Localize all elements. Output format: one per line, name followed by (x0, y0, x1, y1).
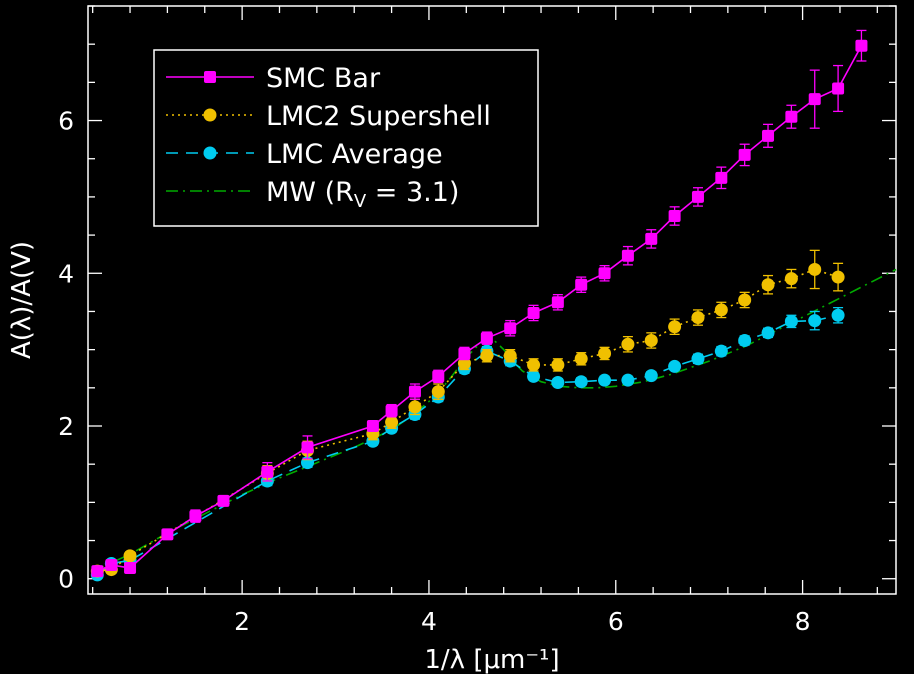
data-point (385, 415, 399, 429)
data-point (621, 337, 635, 351)
data-point (668, 320, 682, 334)
data-point (761, 326, 775, 340)
series-line-mw-r (92, 268, 897, 572)
series-mw-r (92, 268, 897, 572)
data-point (408, 385, 421, 398)
data-point (644, 369, 658, 383)
data-point (598, 346, 612, 360)
data-point (217, 494, 230, 507)
data-point (831, 308, 845, 322)
data-point (189, 510, 202, 523)
data-point (715, 171, 728, 184)
data-point (161, 528, 174, 541)
y-axis-label: A(λ)/A(V) (7, 241, 37, 359)
legend-swatch-marker (204, 71, 216, 83)
data-point (761, 278, 775, 292)
data-point (123, 549, 137, 563)
legend-label: LMC Average (266, 139, 443, 170)
data-point (738, 333, 752, 347)
y-tick-label: 2 (58, 412, 74, 441)
data-point (91, 565, 104, 578)
legend-swatch-marker (203, 108, 217, 122)
data-point (831, 270, 845, 284)
data-point (808, 314, 822, 328)
series-layer (90, 29, 897, 582)
data-point (784, 272, 798, 286)
data-point (458, 347, 471, 360)
legend-swatch-marker (203, 146, 217, 160)
x-tick-label: 4 (421, 607, 437, 636)
legend-label: MW (RV = 3.1) (266, 177, 459, 212)
y-tick-label: 4 (58, 259, 74, 288)
x-tick-label: 6 (608, 607, 624, 636)
data-point (738, 148, 751, 161)
data-point (644, 333, 658, 347)
data-point (784, 314, 798, 328)
data-point (832, 82, 845, 95)
x-axis-label: 1/λ [μm⁻¹] (424, 645, 559, 674)
data-point (668, 359, 682, 373)
legend-item-smc-bar: SMC Bar (166, 63, 381, 94)
y-tick-label: 0 (58, 565, 74, 594)
data-point (691, 311, 705, 325)
series-smc-bar (91, 29, 868, 578)
data-point (503, 349, 517, 363)
data-point (808, 262, 822, 276)
legend-item-lmc2-supershell: LMC2 Supershell (166, 101, 491, 132)
data-point (366, 420, 379, 432)
data-point (301, 441, 314, 454)
x-tick-label: 2 (234, 607, 250, 636)
data-point (645, 232, 658, 245)
data-point (574, 375, 588, 389)
data-point (762, 129, 775, 142)
plot-frame (87, 5, 897, 595)
data-point (551, 375, 565, 389)
data-point (431, 385, 445, 399)
data-point (432, 370, 445, 383)
data-point (575, 278, 588, 291)
data-point (105, 558, 118, 571)
tick-labels: 2 4 6 8 0 2 4 6 (58, 107, 810, 636)
data-point (504, 322, 517, 335)
data-point (385, 404, 398, 417)
data-point (551, 296, 564, 309)
legend-item-mw-r: MW (RV = 3.1) (166, 177, 459, 212)
data-point (714, 303, 728, 317)
series-line-lmc2-supershell (97, 268, 839, 572)
data-point (668, 210, 681, 222)
x-tick-label: 8 (795, 607, 811, 636)
data-point (738, 293, 752, 307)
data-point (551, 358, 565, 372)
data-point (714, 344, 728, 358)
data-point (598, 267, 611, 280)
data-point (527, 369, 541, 383)
data-point (691, 190, 704, 203)
data-point (527, 358, 541, 372)
data-point (480, 332, 493, 345)
data-point (691, 352, 705, 366)
data-point (124, 562, 137, 575)
data-point (480, 349, 494, 363)
data-point (855, 39, 868, 52)
legend-label: SMC Bar (266, 63, 381, 94)
data-point (785, 110, 798, 123)
legend: SMC Bar LMC2 Supershell LMC Average MW (RV … (153, 49, 539, 227)
data-point (408, 400, 422, 414)
data-point (808, 93, 821, 106)
data-point (621, 373, 635, 387)
legend-label: LMC2 Supershell (266, 101, 491, 132)
plot-frame-rect (87, 5, 897, 595)
data-point (527, 306, 540, 319)
data-point (574, 352, 588, 366)
y-tick-label: 6 (58, 107, 74, 136)
legend-item-lmc-average: LMC Average (166, 139, 443, 170)
legend-box (153, 49, 539, 227)
data-point (621, 249, 634, 262)
data-point (598, 373, 612, 387)
data-point (261, 465, 274, 478)
